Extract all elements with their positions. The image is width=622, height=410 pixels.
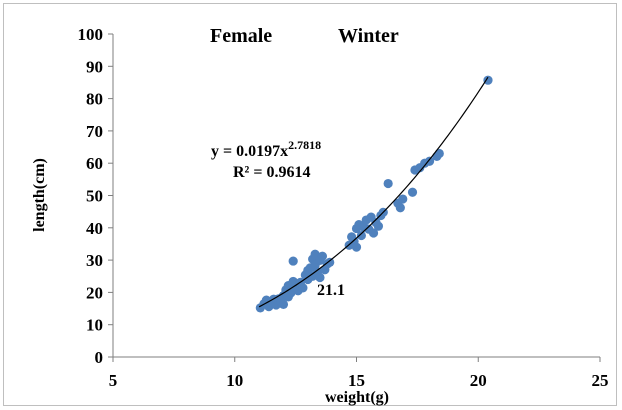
y-tick-label: 0 <box>95 348 104 367</box>
y-axis-label: length(cm) <box>31 158 48 232</box>
x-tick-label: 10 <box>226 371 243 390</box>
data-point <box>373 221 384 231</box>
power-trendline <box>258 76 489 308</box>
data-point <box>286 288 296 298</box>
data-point <box>395 203 405 213</box>
data-point <box>278 299 289 309</box>
y-tick-labels: 0 10 20 30 40 50 60 70 80 90 100 <box>78 25 104 367</box>
x-tick-label: 20 <box>470 371 487 390</box>
data-point <box>310 249 320 259</box>
y-tick-label: 80 <box>86 90 103 109</box>
tick-marks <box>108 33 601 362</box>
data-point <box>434 148 444 159</box>
data-point <box>368 228 379 238</box>
axes <box>112 34 600 358</box>
x-tick-labels: 5 10 15 20 25 <box>109 371 609 390</box>
y-tick-label: 60 <box>86 154 103 173</box>
title-season: Winter <box>338 25 399 47</box>
y-tick-label: 50 <box>86 187 103 206</box>
data-point <box>398 194 408 204</box>
data-point <box>356 230 366 241</box>
data-point <box>483 75 493 85</box>
chart-frame <box>3 3 617 406</box>
data-point <box>315 272 325 283</box>
y-tick-label: 90 <box>86 57 103 76</box>
data-point <box>317 251 328 261</box>
trend-r-squared: R² = 0.9614 <box>233 164 310 181</box>
data-point <box>407 187 418 197</box>
data-point <box>351 242 362 252</box>
annotation-label: 21.1 <box>317 282 345 299</box>
y-tick-label: 100 <box>78 25 104 44</box>
x-axis-label: weight(g) <box>325 389 389 406</box>
trend-equation-main: y = 0.0197x <box>211 143 288 160</box>
trend-equation: y = 0.0197x2.7818 <box>211 138 321 160</box>
x-tick-label: 15 <box>348 371 365 390</box>
title-gender: Female <box>210 25 272 47</box>
y-tick-label: 70 <box>86 122 103 141</box>
y-tick-label: 30 <box>86 251 103 270</box>
data-point <box>298 283 308 293</box>
data-point <box>288 256 298 266</box>
data-point <box>424 156 435 166</box>
y-tick-label: 10 <box>86 316 103 335</box>
data-point <box>383 178 393 189</box>
y-tick-label: 40 <box>86 219 103 238</box>
trend-equation-exponent: 2.7818 <box>288 138 321 152</box>
x-tick-label: 25 <box>592 371 609 390</box>
data-points <box>255 75 493 313</box>
x-tick-label: 5 <box>109 371 118 390</box>
y-tick-label: 20 <box>86 283 103 302</box>
data-point <box>325 257 335 267</box>
